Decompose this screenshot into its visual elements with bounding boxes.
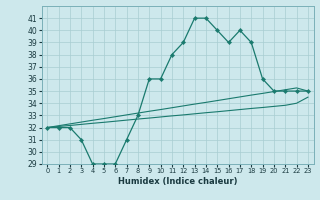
X-axis label: Humidex (Indice chaleur): Humidex (Indice chaleur) — [118, 177, 237, 186]
